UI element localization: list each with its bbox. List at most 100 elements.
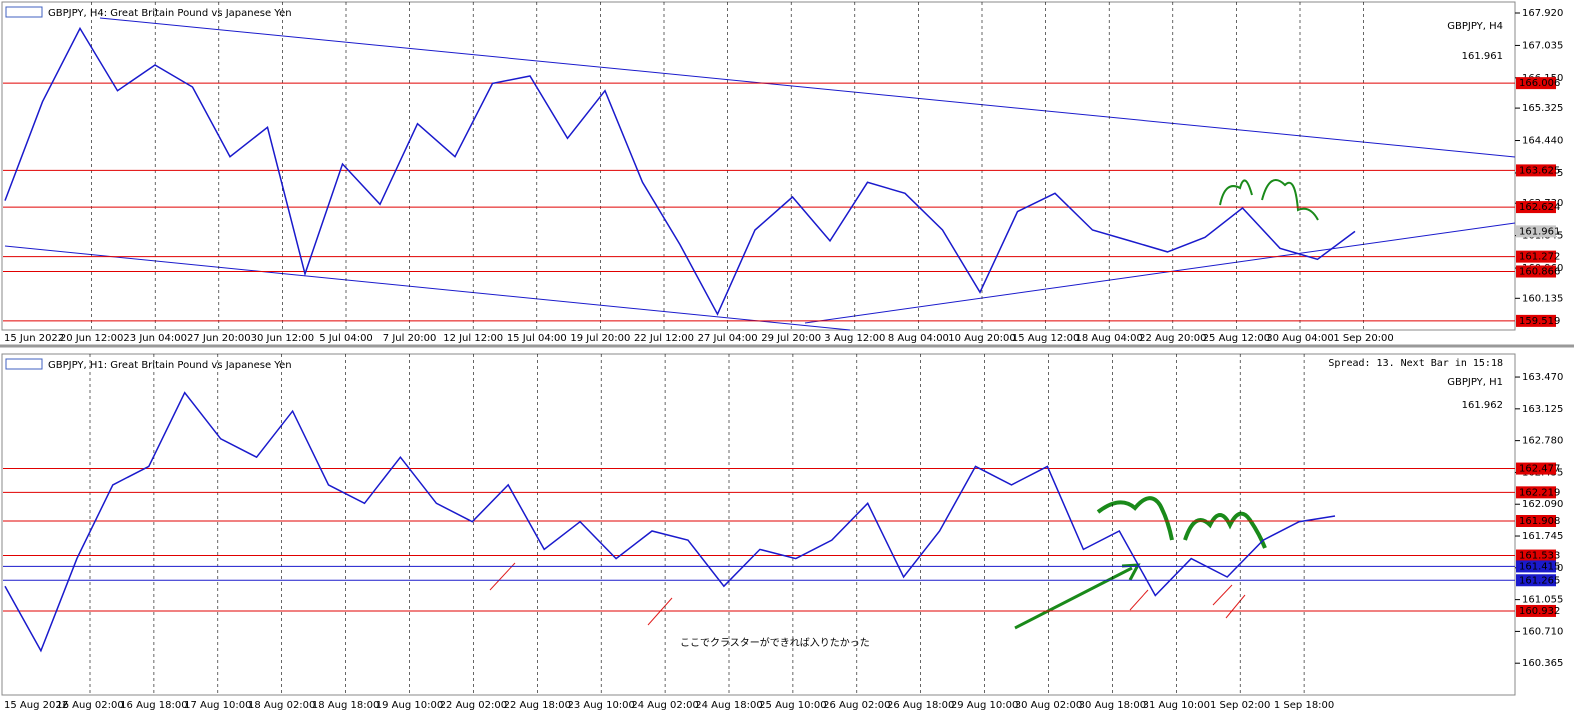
price-label: 162.477 xyxy=(1519,464,1560,475)
trendline xyxy=(804,222,1516,324)
y-tick-label: 160.135 xyxy=(1522,293,1563,304)
time-label: 22 Aug 18:00 xyxy=(504,700,571,711)
price-label-box xyxy=(1516,250,1556,263)
price-label: 161.265 xyxy=(1519,575,1560,586)
price-label: 160.932 xyxy=(1519,606,1560,617)
time-label: 30 Aug 18:00 xyxy=(1079,700,1146,711)
price-label: 161.533 xyxy=(1519,551,1560,562)
price-label: 160.866 xyxy=(1519,267,1560,278)
annotation: ここでクラスターができれば入りたかった xyxy=(680,636,870,649)
time-label: 26 Aug 18:00 xyxy=(887,700,954,711)
time-label: 24 Aug 02:00 xyxy=(631,700,698,711)
price-label: 159.519 xyxy=(1519,316,1560,327)
y-tick-label: 165.325 xyxy=(1522,103,1563,114)
price-label-box xyxy=(1516,514,1556,527)
price-label-box xyxy=(1516,77,1556,90)
y-tick-label: 167.035 xyxy=(1522,40,1563,51)
price-label-box xyxy=(1516,314,1556,327)
time-label: 5 Jul 04:00 xyxy=(319,333,373,344)
y-tick-label: 160.710 xyxy=(1522,626,1563,637)
time-label: 29 Jul 20:00 xyxy=(761,333,821,344)
price-line-series xyxy=(4,391,1336,653)
price-label-box xyxy=(1516,574,1556,587)
time-label: 1 Sep 20:00 xyxy=(1333,333,1393,344)
time-label: 16 Aug 18:00 xyxy=(120,700,187,711)
time-label: 30 Jun 12:00 xyxy=(251,333,315,344)
price-label-box xyxy=(1516,549,1556,562)
time-label: 8 Aug 04:00 xyxy=(888,333,949,344)
time-label: 10 Aug 20:00 xyxy=(948,333,1015,344)
time-label: 31 Aug 10:00 xyxy=(1143,700,1210,711)
price-label-box xyxy=(1516,560,1556,573)
price-label-box xyxy=(1516,265,1556,278)
time-label: 15 Jul 04:00 xyxy=(507,333,567,344)
price-label: 161.415 xyxy=(1519,561,1560,572)
time-label: 3 Aug 12:00 xyxy=(824,333,885,344)
time-label: 27 Jun 20:00 xyxy=(187,333,251,344)
pane-header: GBPJPY, H1: Great Britain Pound vs Japan… xyxy=(48,360,292,371)
time-label: 1 Sep 02:00 xyxy=(1210,700,1270,711)
y-tick-label: 161.745 xyxy=(1522,531,1563,542)
time-label: 25 Aug 10:00 xyxy=(759,700,826,711)
time-label: 15 Aug 2022 xyxy=(4,700,68,711)
y-tick-label: 167.920 xyxy=(1522,8,1563,19)
price-label-box xyxy=(1516,201,1556,214)
price-line-series xyxy=(4,26,1356,316)
y-tick-label: 162.090 xyxy=(1522,499,1563,510)
y-tick-label: 161.055 xyxy=(1522,595,1563,606)
time-label: 27 Jul 04:00 xyxy=(698,333,758,344)
pane-frame xyxy=(1,1,1516,331)
price-label-box xyxy=(1516,486,1556,499)
time-label: 18 Aug 18:00 xyxy=(312,700,379,711)
time-label: 22 Aug 20:00 xyxy=(1139,333,1206,344)
time-label: 19 Jul 20:00 xyxy=(570,333,630,344)
time-label: 26 Aug 02:00 xyxy=(823,700,890,711)
big-price: 161.961 xyxy=(1462,51,1503,62)
chart-icon xyxy=(5,358,43,370)
price-label: 161.272 xyxy=(1519,252,1560,263)
price-label: 166.006 xyxy=(1519,78,1560,89)
hand-drawn-mark xyxy=(1219,179,1319,221)
pane-frame xyxy=(1,353,1516,696)
time-label: 23 Aug 10:00 xyxy=(567,700,634,711)
price-label: 162.624 xyxy=(1519,202,1560,213)
time-label: 12 Jul 12:00 xyxy=(443,333,503,344)
time-label: 30 Aug 02:00 xyxy=(1015,700,1082,711)
time-label: 19 Aug 10:00 xyxy=(376,700,443,711)
price-label-box xyxy=(1516,604,1556,617)
trendline xyxy=(4,245,851,331)
y-tick-label: 160.365 xyxy=(1522,658,1563,669)
y-tick-label: 163.470 xyxy=(1522,372,1563,383)
y-tick-label: 163.125 xyxy=(1522,404,1563,415)
time-label: 23 Jun 04:00 xyxy=(123,333,187,344)
chart-icon xyxy=(5,6,43,18)
price-label: 161.908 xyxy=(1519,516,1560,527)
pane-header: GBPJPY, H4: Great Britain Pound vs Japan… xyxy=(48,8,292,19)
time-label: 7 Jul 20:00 xyxy=(383,333,437,344)
spread-info: Spread: 13. Next Bar in 15:18 xyxy=(1328,358,1503,369)
time-label: 20 Jun 12:00 xyxy=(60,333,124,344)
time-label: 18 Aug 02:00 xyxy=(248,700,315,711)
time-label: 29 Aug 10:00 xyxy=(951,700,1018,711)
symbol-label: GBPJPY, H4 xyxy=(1447,21,1503,32)
symbol-label: GBPJPY, H1 xyxy=(1447,377,1503,388)
price-label: 162.219 xyxy=(1519,487,1560,498)
red-arrows xyxy=(489,562,1246,626)
y-tick-label: 164.440 xyxy=(1522,136,1563,147)
price-label: 163.625 xyxy=(1519,165,1560,176)
time-label: 24 Aug 18:00 xyxy=(695,700,762,711)
big-price: 161.962 xyxy=(1462,400,1503,411)
time-label: 18 Aug 04:00 xyxy=(1075,333,1142,344)
time-label: 22 Jul 12:00 xyxy=(634,333,694,344)
trendline xyxy=(99,17,1516,158)
time-label: 15 Jun 2022 xyxy=(4,333,64,344)
time-label: 16 Aug 02:00 xyxy=(56,700,123,711)
time-label: 1 Sep 18:00 xyxy=(1274,700,1334,711)
y-tick-label: 162.780 xyxy=(1522,436,1563,447)
time-label: 22 Aug 02:00 xyxy=(440,700,507,711)
time-label: 25 Aug 12:00 xyxy=(1203,333,1270,344)
time-label: 15 Aug 12:00 xyxy=(1012,333,1079,344)
current-price-box xyxy=(1516,225,1556,238)
